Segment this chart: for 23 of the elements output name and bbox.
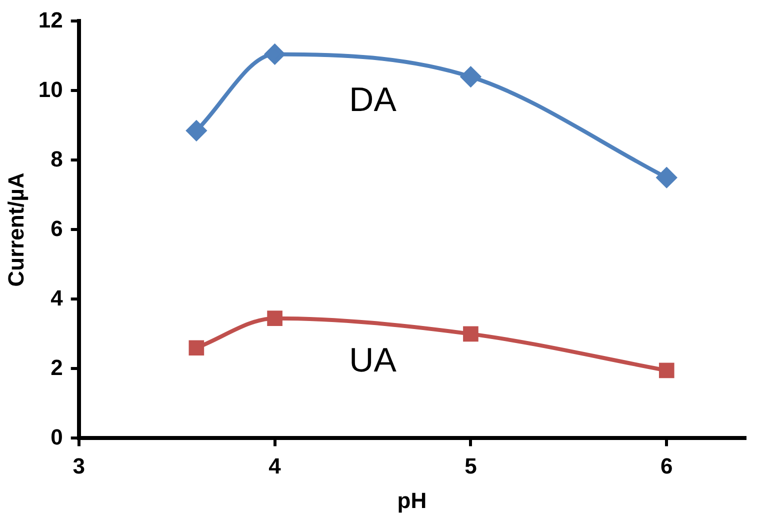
x-axis-title: pH	[397, 488, 427, 513]
point	[186, 120, 206, 141]
point	[188, 340, 204, 356]
point	[656, 168, 677, 188]
point	[460, 66, 481, 87]
y-axis-title: Current/µA	[3, 172, 28, 287]
y-tick-label: 0	[50, 424, 63, 450]
y-tick-label: 6	[50, 216, 63, 241]
y-tick-label: 10	[38, 76, 63, 102]
series-label: DA	[349, 80, 397, 119]
series-label: UA	[349, 342, 397, 380]
point	[264, 44, 285, 64]
y-tick-label: 12	[38, 7, 63, 32]
y-tick-label: 4	[50, 285, 64, 310]
x-tick-label: 6	[660, 453, 673, 478]
x-tick-label: 5	[464, 453, 477, 478]
point	[463, 326, 478, 342]
x-tick-label: 3	[72, 453, 85, 478]
point	[658, 362, 674, 378]
y-tick-label: 2	[50, 354, 63, 380]
x-tick-label: 4	[268, 453, 282, 478]
y-tick-label: 8	[50, 146, 63, 172]
point	[267, 310, 282, 326]
